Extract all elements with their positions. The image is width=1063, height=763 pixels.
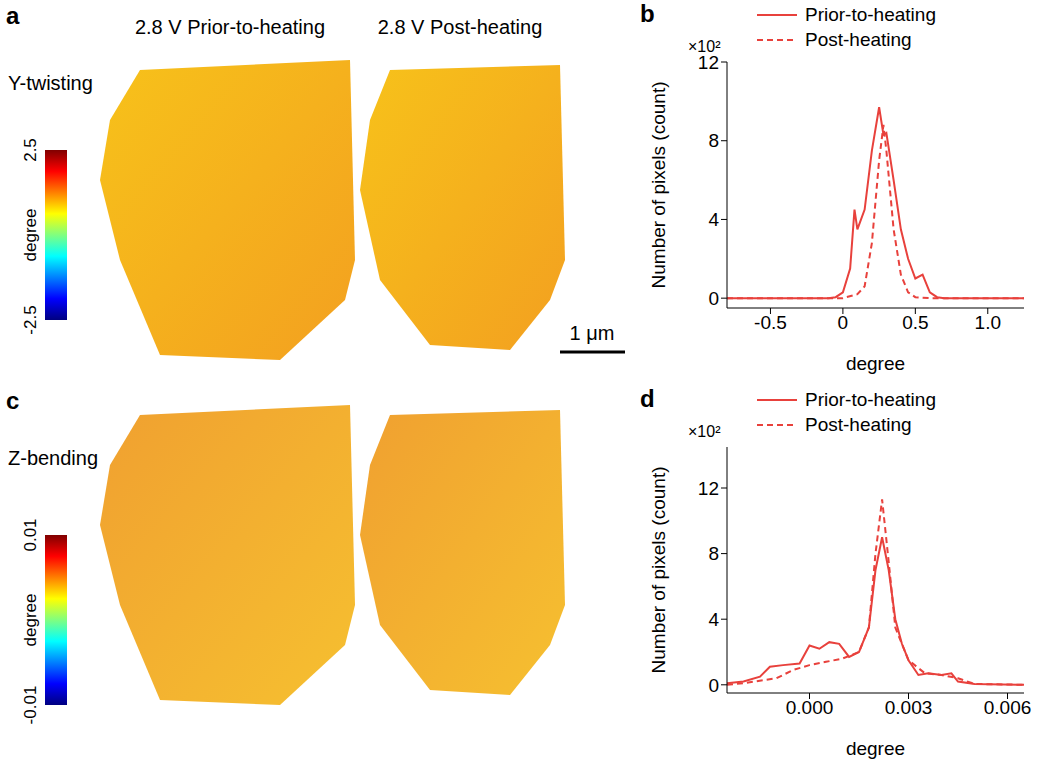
html-text:d: d (640, 385, 655, 412)
html-text:×10²: ×10² (688, 423, 721, 440)
svg-text:degree: degree (846, 353, 905, 374)
svg-text:12: 12 (698, 478, 719, 499)
svg-text:8: 8 (708, 543, 719, 564)
html-text:Prior-to-heating: Prior-to-heating (805, 388, 936, 410)
svg-text:0.5: 0.5 (902, 312, 928, 333)
svg-text:Y-twisting: Y-twisting (8, 72, 93, 94)
svg-text:a: a (6, 2, 20, 29)
svg-text:0: 0 (838, 312, 849, 333)
svg-text:0.01: 0.01 (21, 518, 40, 551)
svg-text:0: 0 (708, 288, 719, 309)
svg-text:1.0: 1.0 (975, 312, 1001, 333)
svg-text:2.8 V Post-heating: 2.8 V Post-heating (378, 16, 543, 38)
svg-text:4: 4 (708, 609, 719, 630)
svg-text:degree: degree (21, 594, 40, 647)
svg-text:2.5: 2.5 (21, 138, 40, 162)
svg-text:0.000: 0.000 (786, 697, 834, 718)
html-text:×10²: ×10² (688, 38, 721, 55)
svg-text:0.003: 0.003 (885, 697, 933, 718)
html-text:b: b (640, 0, 655, 27)
svg-text:degree: degree (21, 209, 40, 262)
svg-text:Z-bending: Z-bending (8, 447, 98, 469)
html-text:Post-heating: Post-heating (805, 28, 912, 50)
svg-text:8: 8 (708, 130, 719, 151)
svg-text:1 μm: 1 μm (570, 322, 615, 344)
svg-text:Number of pixels (count): Number of pixels (count) (648, 82, 669, 289)
svg-text:Number of pixels (count): Number of pixels (count) (648, 467, 669, 674)
svg-text:-0.01: -0.01 (21, 686, 40, 725)
svg-text:-2.5: -2.5 (21, 305, 40, 334)
svg-text:degree: degree (846, 738, 905, 759)
svg-text:c: c (6, 387, 19, 414)
html-text:Prior-to-heating: Prior-to-heating (805, 3, 936, 25)
svg-text:0.006: 0.006 (984, 697, 1032, 718)
html-text:Post-heating: Post-heating (805, 413, 912, 435)
svg-text:-0.5: -0.5 (754, 312, 787, 333)
svg-text:2.8 V Prior-to-heating: 2.8 V Prior-to-heating (135, 16, 325, 38)
svg-text:0: 0 (708, 675, 719, 696)
svg-text:12: 12 (698, 52, 719, 73)
svg-text:4: 4 (708, 209, 719, 230)
